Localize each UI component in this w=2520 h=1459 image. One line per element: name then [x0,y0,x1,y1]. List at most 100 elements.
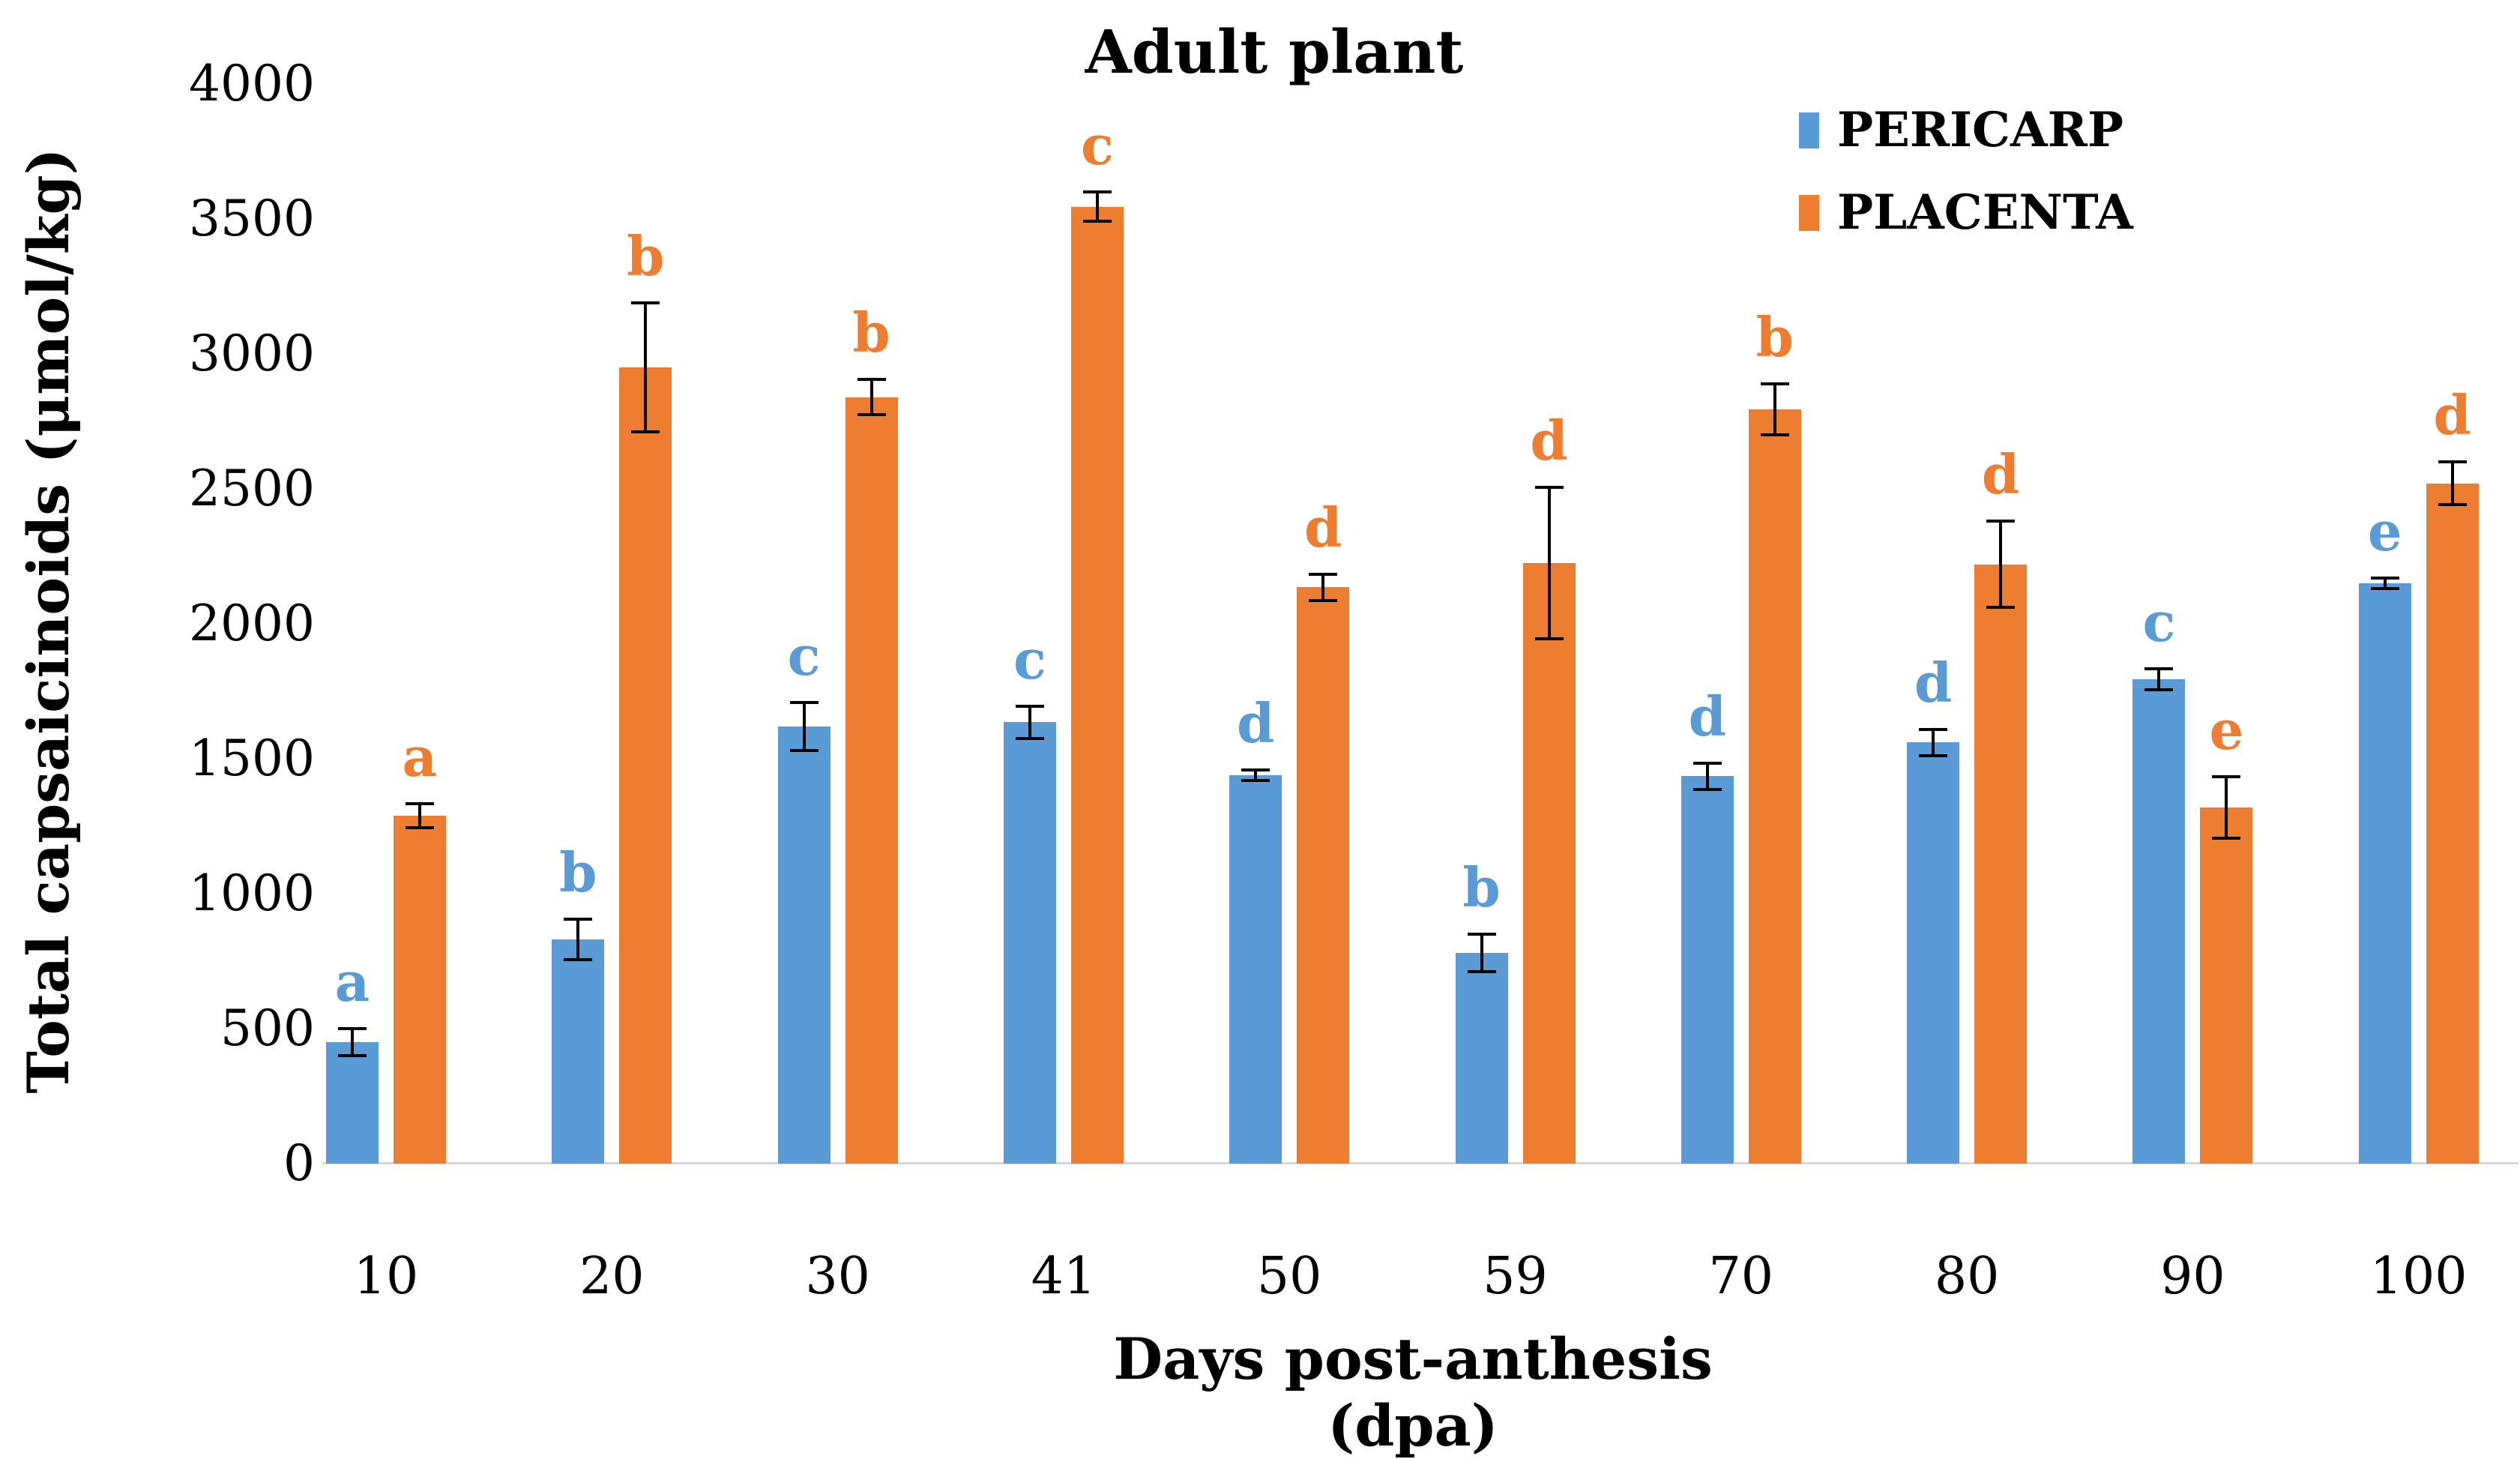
error-bar-cap-top [2144,667,2174,670]
significance-letter: e [2209,697,2244,762]
significance-letter: c [1013,628,1046,691]
significance-letter: b [1755,304,1794,369]
y-tick-label: 2500 [189,460,315,517]
pericarp-bar [1455,953,1508,1164]
y-tick-label: 2000 [189,595,315,652]
error-bar-cap-bottom [1986,606,2016,610]
significance-letter: b [559,840,597,905]
pericarp-bar [777,726,831,1164]
y-tick-label: 1000 [189,864,315,922]
error-bar-cap-bottom [1534,637,1564,640]
error-bar [1773,382,1776,436]
error-bar [1480,933,1483,974]
error-bar-cap-bottom [1919,754,1948,758]
error-bar-cap-top [631,301,660,304]
significance-letter: d [1688,684,1726,748]
x-tick-label: 30 [805,1247,870,1306]
significance-letter: d [1981,442,2020,507]
y-tick-label: 1500 [189,730,315,787]
placenta-bar [619,367,672,1164]
placenta-bar [2426,483,2479,1164]
error-bar-cap-bottom [857,412,886,416]
x-tick-label: 41 [1031,1247,1097,1306]
error-bar-cap-bottom [1082,220,1112,223]
error-bar-cap-top [1241,768,1270,771]
error-bar [351,1027,354,1057]
error-bar-cap-bottom [406,825,434,829]
error-bar-cap-top [789,700,819,704]
error-bar [869,378,873,416]
placenta-bar [2200,807,2253,1164]
error-bar-cap-bottom [1692,788,1722,792]
error-bar-cap-top [2438,460,2467,464]
x-tick-label: 100 [2369,1247,2468,1306]
error-bar [2225,774,2228,840]
error-bar-cap-top [338,1027,367,1031]
error-bar-cap-bottom [338,1053,367,1057]
pericarp-swatch [1799,112,1819,148]
x-tick-label: 70 [1708,1247,1774,1306]
legend: PERICARP PLACENTA [1799,102,2133,277]
x-tick-label: 50 [1256,1247,1322,1306]
error-bar-cap-bottom [2212,837,2241,840]
error-bar-cap-top [2212,774,2241,778]
error-bar-cap-bottom [2438,503,2467,507]
error-bar [2450,460,2454,507]
significance-letter: d [1530,409,1568,473]
placenta-bar [1297,587,1350,1164]
error-bar-cap-top [1309,572,1338,576]
significance-letter: b [627,223,665,288]
error-bar [576,918,580,961]
error-bar-cap-bottom [789,749,819,752]
error-bar [1321,572,1325,603]
y-tick-label: 0 [283,1134,315,1192]
error-bar-cap-bottom [631,430,660,434]
error-bar-cap-top [1467,933,1496,936]
x-tick-label: 20 [579,1247,645,1306]
significance-letter: b [852,301,890,365]
error-bar-cap-top [1534,486,1564,490]
placenta-bar [394,815,446,1164]
legend-entry-placenta: PLACENTA [1799,189,2133,237]
error-bar [802,700,806,752]
significance-letter: a [334,950,370,1014]
x-tick-label: 90 [2160,1247,2225,1306]
error-bar [2383,577,2387,590]
significance-letter: c [787,623,821,688]
error-bar-cap-top [1986,520,2016,523]
error-bar-cap-bottom [2370,587,2399,590]
error-bar [1028,705,1031,740]
placenta-bar [1070,206,1124,1164]
pericarp-bar [1680,776,1734,1164]
error-bar [644,301,648,434]
error-bar [1705,761,1709,792]
error-bar-cap-bottom [1760,433,1789,436]
placenta-bar [1974,564,2028,1164]
x-tick-label: 10 [353,1247,419,1306]
error-bar-cap-bottom [1015,736,1044,740]
significance-letter: a [402,724,438,789]
y-tick-label: 4000 [189,55,315,112]
x-tick-label: 80 [1934,1247,2000,1306]
placenta-bar [845,397,898,1164]
pericarp-bar [2132,679,2186,1164]
error-bar [2157,667,2161,691]
legend-label-pericarp: PERICARP [1837,102,2123,158]
bar-chart: Adult plant Total capsaicinoids (μmol/kg… [15,16,2519,1459]
y-tick-label: 3000 [189,325,315,382]
error-bar-cap-bottom [1467,970,1496,974]
error-bar-cap-top [1919,727,1948,731]
significance-letter: d [2433,383,2471,448]
error-bar-cap-top [1015,705,1044,708]
error-bar-cap-top [1692,761,1722,765]
error-bar-cap-top [564,918,593,921]
significance-letter: d [1237,691,1275,755]
error-bar [1547,486,1551,640]
pericarp-bar [1229,774,1282,1164]
x-tick-label: 59 [1483,1247,1548,1306]
placenta-bar [1522,563,1576,1164]
significance-letter: e [2367,499,2402,563]
error-bar-cap-bottom [1241,778,1270,782]
x-axis-line [322,1162,2519,1164]
pericarp-bar [1907,742,1960,1164]
